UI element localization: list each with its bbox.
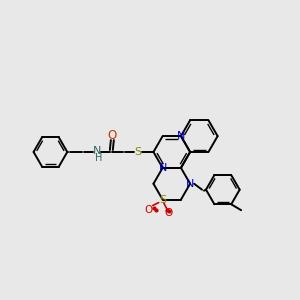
Text: N: N (93, 146, 101, 156)
Text: S: S (134, 147, 141, 157)
Text: N: N (158, 163, 167, 173)
Text: O: O (164, 208, 173, 218)
Text: O: O (107, 129, 116, 142)
Text: O: O (145, 205, 153, 214)
Text: H: H (95, 153, 103, 163)
Text: N: N (186, 179, 194, 189)
Text: S: S (159, 195, 166, 205)
Text: N: N (177, 131, 185, 141)
